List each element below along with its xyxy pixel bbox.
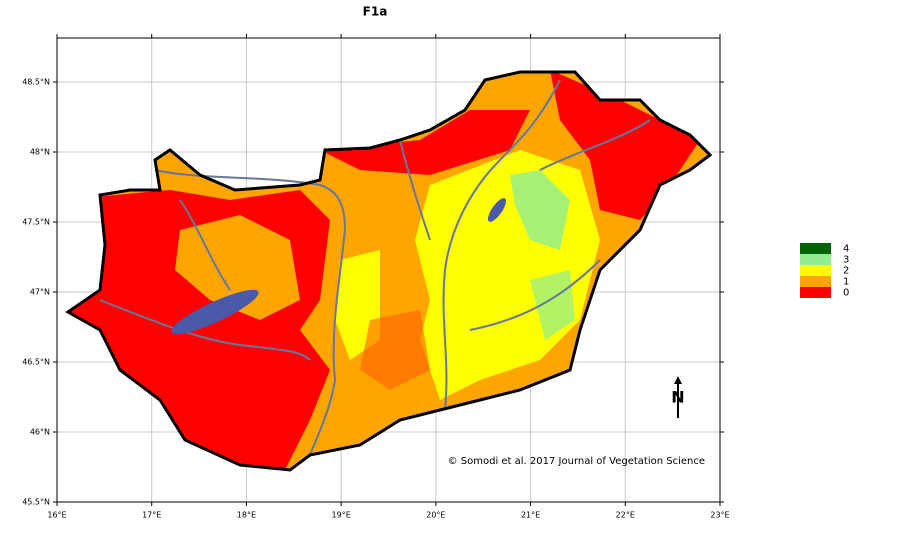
- x-tick-label: 22°E: [616, 511, 635, 520]
- legend-swatch: [800, 254, 831, 265]
- y-tick-label: 47.5°N: [22, 218, 50, 227]
- x-tick-label: 18°E: [237, 511, 256, 520]
- legend-label: 3: [843, 255, 849, 266]
- north-label: N: [671, 388, 684, 407]
- legend-swatch: [800, 287, 831, 298]
- class-1-area: [175, 215, 300, 320]
- axes: 16°E 17°E 18°E 19°E 20°E 21°E 22°E 23°E 45.5°N 46…: [22, 34, 730, 520]
- legend-swatch: [800, 243, 831, 254]
- north-arrow-head: [674, 376, 682, 384]
- map-raster: [68, 72, 710, 470]
- x-tick-label: 16°E: [47, 511, 66, 520]
- legend-swatch: [800, 276, 831, 287]
- country-border: [65, 70, 713, 472]
- x-tick-label: 23°E: [710, 511, 729, 520]
- x-tick-label: 21°E: [521, 511, 540, 520]
- rivers: [99, 79, 651, 456]
- class-3-area: [530, 270, 575, 340]
- legend-swatch: [800, 265, 831, 276]
- y-tick-label: 45.5°N: [22, 498, 50, 507]
- river: [399, 139, 431, 241]
- lake-tisza: [487, 198, 507, 222]
- x-tick-label: 19°E: [332, 511, 351, 520]
- class-0-area: [320, 110, 530, 175]
- legend-label: 1: [843, 277, 849, 288]
- river: [469, 259, 601, 331]
- north-arrow: N: [671, 376, 685, 418]
- plot-frame: [56, 37, 721, 503]
- class-1-area: [360, 310, 430, 390]
- x-tick-label: 17°E: [142, 511, 161, 520]
- legend-label: 2: [843, 266, 849, 277]
- legend-label: 4: [843, 244, 849, 255]
- river: [179, 199, 231, 291]
- credit: © Somodi et al. 2017 Journal of Vegetati…: [448, 456, 705, 467]
- y-tick-label: 48.5°N: [22, 78, 50, 87]
- river-danube: [154, 169, 347, 456]
- y-tick-label: 46.5°N: [22, 358, 50, 367]
- y-tick-label: 46°N: [30, 428, 50, 437]
- river: [539, 119, 651, 171]
- river: [99, 299, 311, 361]
- y-tick-label: 47°N: [30, 288, 50, 297]
- y-tick-label: 48°N: [30, 148, 50, 157]
- lake-balaton: [171, 289, 259, 335]
- map-title: F1a: [363, 5, 388, 19]
- x-tick-label: 20°E: [426, 511, 445, 520]
- class-3-area: [510, 170, 570, 250]
- legend-label: 0: [843, 288, 849, 299]
- river-tisza: [442, 79, 561, 411]
